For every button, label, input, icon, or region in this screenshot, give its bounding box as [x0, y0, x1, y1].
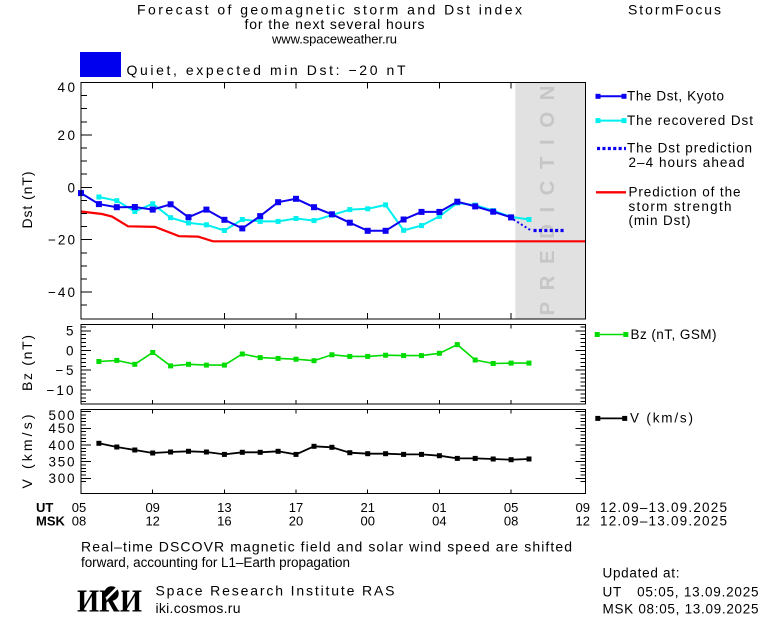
- svg-text:V (km/s): V (km/s): [19, 415, 35, 489]
- svg-text:17: 17: [289, 500, 303, 515]
- svg-text:The recovered Dst: The recovered Dst: [627, 113, 753, 128]
- svg-text:Space Research Institute RAS: Space Research Institute RAS: [156, 583, 395, 599]
- svg-text:(min Dst): (min Dst): [629, 213, 691, 228]
- svg-text:04: 04: [432, 514, 446, 529]
- svg-text:08: 08: [504, 514, 518, 529]
- svg-text:16: 16: [217, 514, 231, 529]
- svg-text:12.09–13.09.2025: 12.09–13.09.2025: [600, 500, 727, 515]
- svg-text:www.spaceweather.ru: www.spaceweather.ru: [271, 32, 397, 47]
- svg-text:12: 12: [145, 514, 159, 529]
- svg-text:05: 05: [72, 500, 86, 515]
- svg-text:20: 20: [289, 514, 303, 529]
- svg-text:for the next several hours: for the next several hours: [245, 16, 425, 32]
- svg-text:2–4 hours ahead: 2–4 hours ahead: [629, 155, 745, 170]
- svg-text:09: 09: [576, 500, 590, 515]
- svg-text:−40: −40: [48, 285, 75, 300]
- svg-text:13: 13: [217, 500, 231, 515]
- svg-text:−10: −10: [47, 383, 74, 398]
- svg-text:MSK 08:05, 13.09.2025: MSK 08:05, 13.09.2025: [603, 602, 759, 617]
- svg-text:09: 09: [145, 500, 159, 515]
- svg-text:05: 05: [504, 500, 518, 515]
- svg-text:300: 300: [49, 471, 75, 486]
- svg-text:Bz (nT): Bz (nT): [19, 335, 35, 391]
- svg-text:12.09–13.09.2025: 12.09–13.09.2025: [600, 514, 727, 529]
- svg-text:0: 0: [67, 180, 75, 195]
- svg-text:00: 00: [360, 514, 374, 529]
- svg-text:The Dst prediction: The Dst prediction: [627, 141, 752, 156]
- svg-text:StormFocus: StormFocus: [628, 2, 721, 18]
- svg-text:V (km/s): V (km/s): [630, 411, 693, 426]
- svg-text:01: 01: [432, 500, 446, 515]
- svg-text:450: 450: [49, 421, 75, 436]
- svg-text:MSK: MSK: [36, 514, 66, 529]
- svg-text:The Dst, Kyoto: The Dst, Kyoto: [627, 89, 724, 104]
- svg-text:Prediction of the: Prediction of the: [629, 185, 741, 200]
- svg-text:500: 500: [49, 408, 75, 423]
- svg-text:Dst (nT): Dst (nT): [19, 172, 35, 229]
- svg-text:Bz (nT, GSM): Bz (nT, GSM): [631, 327, 717, 342]
- svg-text:Real–time DSCOVR magnetic fiel: Real–time DSCOVR magnetic field and sola…: [81, 539, 572, 555]
- svg-text:storm strength: storm strength: [629, 199, 732, 214]
- svg-text:0: 0: [66, 343, 74, 358]
- svg-text:12: 12: [576, 514, 590, 529]
- svg-text:5: 5: [66, 324, 74, 339]
- svg-text:08: 08: [72, 514, 86, 529]
- svg-text:21: 21: [360, 500, 374, 515]
- svg-text:UT: UT: [36, 500, 53, 515]
- svg-text:UT 05:05, 13.09.2025: UT 05:05, 13.09.2025: [603, 585, 759, 600]
- svg-text:iki.cosmos.ru: iki.cosmos.ru: [156, 600, 241, 616]
- svg-text:400: 400: [49, 438, 75, 453]
- svg-text:Quiet, expected min Dst: −20 n: Quiet, expected min Dst: −20 nT: [127, 62, 406, 78]
- svg-text:Updated at:: Updated at:: [603, 566, 680, 581]
- svg-text:forward, accounting for L1–Ear: forward, accounting for L1–Earth propaga…: [81, 555, 350, 570]
- svg-text:−20: −20: [48, 233, 75, 248]
- svg-text:350: 350: [49, 455, 75, 470]
